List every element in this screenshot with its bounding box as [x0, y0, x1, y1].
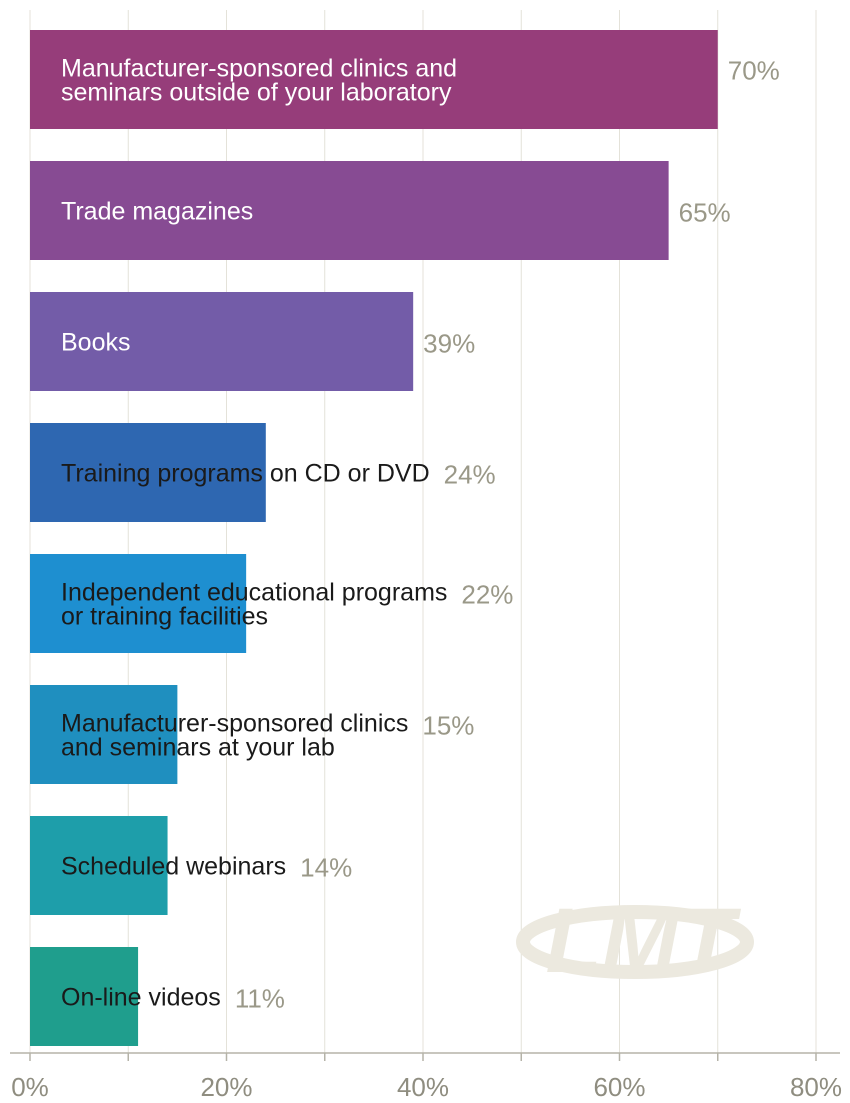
- watermark-logo: LMT: [516, 890, 754, 992]
- x-tick-label: 80%: [790, 1072, 842, 1102]
- category-labels: Manufacturer-sponsored clinics andsemina…: [61, 55, 457, 1012]
- category-label: seminars outside of your laboratory: [61, 79, 452, 107]
- bar: [30, 947, 139, 1046]
- category-label: Training programs on CD or DVD: [61, 460, 430, 488]
- category-label: or training facilities: [61, 603, 268, 631]
- category-label: On-line videos: [61, 984, 221, 1012]
- x-axis: 0% 20% 40% 60% 80%: [10, 1052, 842, 1102]
- bar: [30, 30, 718, 129]
- category-label: and seminars at your lab: [61, 734, 335, 762]
- value-label: 14%: [300, 853, 352, 883]
- bar: [30, 423, 266, 522]
- x-tick-label: 0%: [11, 1072, 49, 1102]
- x-tick-label: 40%: [397, 1072, 449, 1102]
- category-label: Manufacturer-sponsored clinics and: [61, 55, 457, 83]
- category-label: Books: [61, 329, 130, 357]
- category-label: Manufacturer-sponsored clinics: [61, 710, 408, 738]
- x-tick-label: 60%: [593, 1072, 645, 1102]
- bar: [30, 685, 178, 784]
- value-label: 15%: [422, 711, 474, 741]
- value-label: 11%: [235, 984, 285, 1014]
- bar: [30, 161, 669, 260]
- value-labels: 70% 65% 39% 24% 22% 15% 14% 11%: [235, 56, 780, 1014]
- bar: [30, 554, 247, 653]
- category-label: Trade magazines: [61, 198, 253, 226]
- value-label: 24%: [444, 460, 496, 490]
- category-label: Scheduled webinars: [61, 853, 286, 881]
- category-label: Independent educational programs: [61, 579, 447, 607]
- value-label: 65%: [679, 198, 731, 228]
- value-label: 70%: [728, 56, 780, 86]
- bars: [30, 30, 718, 1046]
- value-label: 39%: [423, 329, 475, 359]
- value-label: 22%: [461, 580, 513, 610]
- watermark-text: LMT: [545, 890, 741, 992]
- bar: [30, 816, 168, 915]
- x-tick-label: 20%: [200, 1072, 252, 1102]
- bar: [30, 292, 414, 391]
